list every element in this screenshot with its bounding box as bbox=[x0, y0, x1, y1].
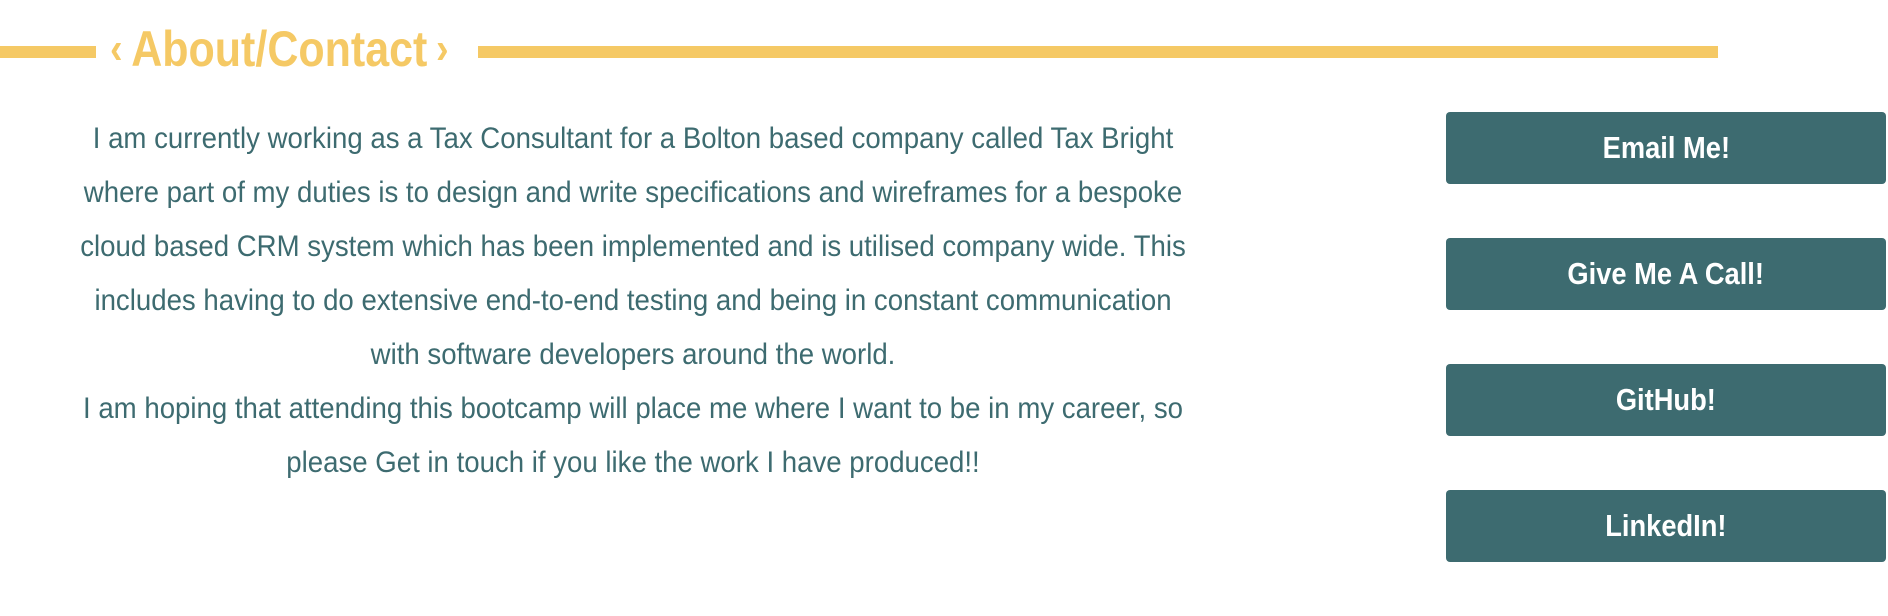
about-text: I am currently working as a Tax Consulta… bbox=[28, 112, 1238, 490]
github-button-label: GitHub! bbox=[1615, 382, 1716, 417]
chevron-right-icon: › bbox=[435, 24, 449, 73]
contact-buttons: Email Me! Give Me A Call! GitHub! Linked… bbox=[1446, 112, 1886, 616]
email-button[interactable]: Email Me! bbox=[1446, 112, 1886, 184]
about-paragraph-1: I am currently working as a Tax Consulta… bbox=[80, 122, 1186, 371]
section-title: ‹ About/Contact › bbox=[110, 14, 449, 84]
header-rule-left bbox=[0, 46, 96, 58]
email-button-label: Email Me! bbox=[1602, 130, 1730, 165]
call-button[interactable]: Give Me A Call! bbox=[1446, 238, 1886, 310]
call-button-label: Give Me A Call! bbox=[1567, 256, 1765, 291]
github-button[interactable]: GitHub! bbox=[1446, 364, 1886, 436]
header-rule-right bbox=[478, 46, 1718, 58]
section-header: ‹ About/Contact › bbox=[0, 0, 1718, 100]
linkedin-button[interactable]: LinkedIn! bbox=[1446, 490, 1886, 562]
section-title-text: About/Contact bbox=[131, 21, 428, 77]
about-paragraph-2: I am hoping that attending this bootcamp… bbox=[82, 392, 1183, 479]
chevron-left-icon: ‹ bbox=[110, 24, 123, 73]
linkedin-button-label: LinkedIn! bbox=[1605, 508, 1727, 543]
